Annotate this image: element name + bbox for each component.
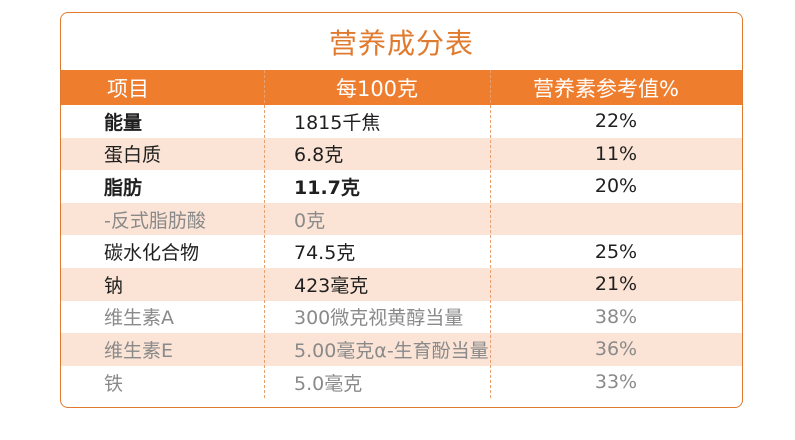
row-item: 维生素E (104, 339, 174, 362)
row-nrv: 22% (594, 110, 638, 133)
row-item: 钠 (104, 274, 124, 297)
row-nrv: 25% (594, 240, 638, 263)
table-row-carbohydrate: 碳水化合物 74.5克 25% (61, 235, 742, 268)
header-item: 项目 (107, 76, 149, 101)
table-row-vitamin-a: 维生素A 300微克视黄醇当量 38% (61, 301, 742, 334)
table-row-energy: 能量 1815千焦 22% (61, 105, 742, 138)
row-item: 维生素A (104, 307, 174, 330)
row-item: 能量 (104, 111, 143, 134)
row-per-100g: 423毫克 (294, 274, 369, 297)
row-per-100g: 5.00毫克α-生育酚当量 (294, 339, 489, 362)
nutrition-facts-card: 营养成分表 项目 每100克 营养素参考值% 能量 1815千焦 22% 蛋白质… (60, 12, 743, 408)
row-nrv: 36% (594, 338, 638, 361)
row-nrv: 20% (594, 175, 638, 198)
row-per-100g: 6.8克 (294, 144, 344, 167)
row-nrv: 11% (594, 142, 638, 165)
row-per-100g: 1815千焦 (294, 111, 381, 134)
row-item: 蛋白质 (104, 144, 162, 167)
row-item: 脂肪 (104, 176, 143, 199)
row-per-100g: 0克 (294, 209, 326, 232)
row-per-100g: 5.0毫克 (294, 372, 363, 395)
header-nrv: 营养素参考值% (533, 76, 679, 101)
row-per-100g: 300微克视黄醇当量 (294, 307, 464, 330)
row-nrv: 21% (594, 273, 638, 296)
table-row-fat: 脂肪 11.7克 20% (61, 170, 742, 203)
row-item: 碳水化合物 (104, 242, 200, 265)
header-per-100g: 每100克 (335, 76, 419, 101)
table-row-iron: 铁 5.0毫克 33% (61, 366, 742, 399)
table-row-trans-fat: -反式脂肪酸 0克 (61, 202, 742, 236)
table-row-vitamin-e: 维生素E 5.00毫克α-生育酚当量 36% (61, 333, 742, 366)
row-per-100g: 11.7克 (294, 176, 360, 199)
table-row-sodium: 钠 423毫克 21% (61, 267, 742, 301)
table-header-row: 项目 每100克 营养素参考值% (61, 70, 742, 105)
column-divider (490, 70, 491, 399)
row-nrv: 33% (594, 371, 638, 394)
row-item: 铁 (104, 372, 124, 395)
nutrition-table: 项目 每100克 营养素参考值% 能量 1815千焦 22% 蛋白质 6.8克 … (61, 70, 742, 399)
table-title: 营养成分表 (328, 26, 474, 60)
row-item: -反式脂肪酸 (104, 209, 206, 232)
table-row-protein: 蛋白质 6.8克 11% (61, 137, 742, 171)
row-nrv: 38% (594, 305, 638, 328)
column-divider (264, 70, 265, 399)
row-per-100g: 74.5克 (294, 242, 356, 265)
